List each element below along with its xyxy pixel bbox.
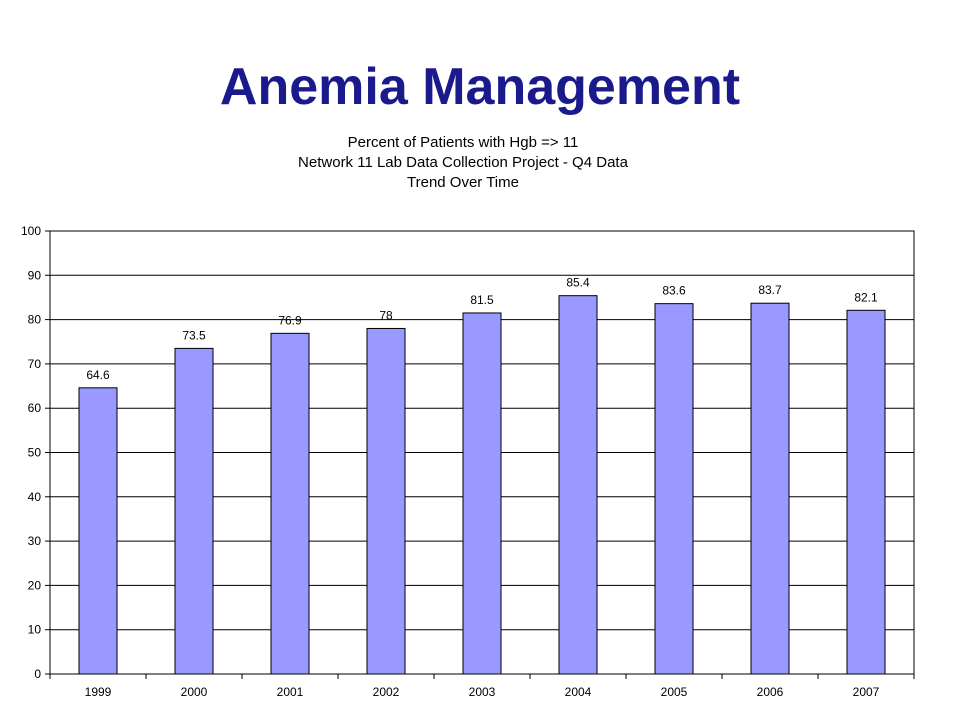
data-label: 83.6 [662,284,686,298]
data-label: 81.5 [470,293,494,307]
bar-2003 [462,312,502,675]
bar-2000 [174,347,214,675]
data-label: 78 [379,308,393,322]
y-tick-label: 30 [28,534,42,548]
x-tick-label: 2005 [661,685,688,699]
y-tick-label: 10 [28,623,42,637]
x-tick-label: 2007 [853,685,880,699]
bar-2001 [270,332,310,675]
y-tick-label: 40 [28,490,42,504]
y-tick-label: 50 [28,446,42,460]
bar-2007 [846,309,886,675]
y-tick-label: 60 [28,401,42,415]
y-tick-label: 80 [28,313,42,327]
chart-title-line-1: Percent of Patients with Hgb => 11 [347,134,579,151]
y-tick-label: 100 [21,224,41,238]
bar-2005 [654,303,694,675]
data-label: 73.5 [182,328,206,342]
chart-title-line-2: Network 11 Lab Data Collection Project -… [298,154,628,171]
x-tick-label: 2006 [757,685,784,699]
data-label: 76.9 [278,313,302,327]
x-tick-label: 1999 [85,685,112,699]
bars [78,295,886,675]
y-tick-label: 90 [28,268,42,282]
bar-1999 [78,387,118,675]
data-label: 85.4 [566,276,590,290]
bar-2006 [750,302,790,675]
y-tick-label: 0 [34,667,41,681]
x-tick-label: 2003 [469,685,496,699]
chart-title-line-3: Trend Over Time [407,174,519,191]
x-tick-label: 2001 [277,685,304,699]
chart-title: Percent of Patients with Hgb => 11 Netwo… [0,133,926,193]
x-tick-label: 2000 [181,685,208,699]
bar-2004 [558,295,598,675]
data-label: 82.1 [854,290,878,304]
y-tick-label: 70 [28,357,42,371]
y-tick-label: 20 [28,578,42,592]
slide-title: Anemia Management [219,58,741,116]
data-label: 64.6 [86,368,110,382]
data-label: 83.7 [758,283,782,297]
bar-2002 [366,327,406,675]
x-tick-label: 2002 [373,685,400,699]
data-labels: 64.6 73.5 76.9 78 81.5 85.4 83.6 83.7 82.1 [86,276,878,382]
x-tick-label: 2004 [565,685,592,699]
axes: 0 10 20 30 40 50 60 70 80 90 100 1999 2000 2001 2002 20… [21,224,915,699]
